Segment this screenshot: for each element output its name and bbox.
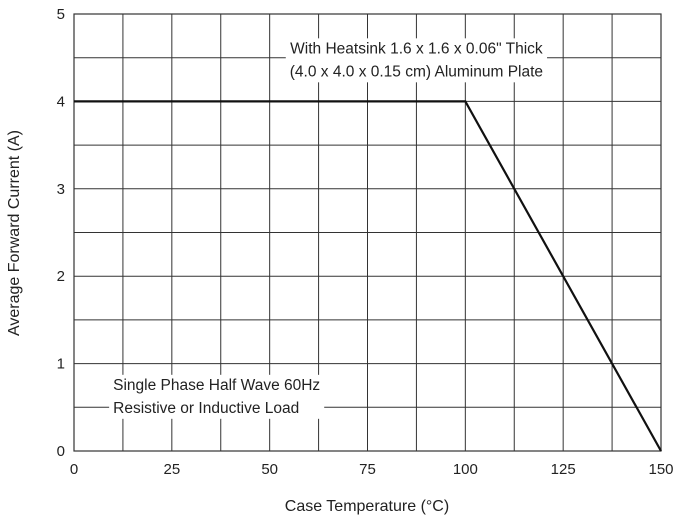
x-tick-label: 25 — [163, 461, 180, 478]
x-axis-label: Case Temperature (°C) — [285, 498, 449, 515]
y-tick-label: 2 — [57, 268, 65, 285]
annotation-group: Single Phase Half Wave 60Hz Resistive or … — [109, 374, 325, 419]
annotation-text: Single Phase Half Wave 60Hz — [113, 377, 320, 394]
y-tick-label: 3 — [57, 181, 65, 198]
x-tick-label: 0 — [70, 461, 78, 478]
annotation-text: With Heatsink 1.6 x 1.6 x 0.06" Thick — [290, 40, 543, 57]
annotation-background — [109, 374, 325, 419]
y-tick-label: 4 — [57, 93, 65, 110]
x-tick-label: 50 — [261, 461, 278, 478]
x-tick-label: 100 — [453, 461, 478, 478]
series-line — [74, 100, 662, 452]
annotation-text: (4.0 x 4.0 x 0.15 cm) Aluminum Plate — [290, 63, 543, 80]
y-tick-label: 5 — [57, 6, 65, 23]
y-tick-label: 0 — [57, 443, 65, 460]
y-axis-label: Average Forward Current (A) — [6, 130, 23, 336]
annotation-layer: With Heatsink 1.6 x 1.6 x 0.06" Thick (4.… — [109, 38, 548, 419]
annotation-text: Resistive or Inductive Load — [113, 400, 299, 417]
annotation-background — [285, 38, 548, 83]
x-tick-label: 75 — [359, 461, 376, 478]
plot-frame — [73, 13, 662, 452]
x-tick-label: 150 — [648, 461, 673, 478]
series-layer — [74, 100, 662, 452]
x-tick-label: 125 — [551, 461, 576, 478]
annotation-group: With Heatsink 1.6 x 1.6 x 0.06" Thick (4.… — [285, 38, 548, 83]
ticks-layer: 0 25 50 75 100 125 150 0 1 2 3 4 5 — [57, 6, 674, 478]
y-tick-label: 1 — [57, 356, 65, 373]
